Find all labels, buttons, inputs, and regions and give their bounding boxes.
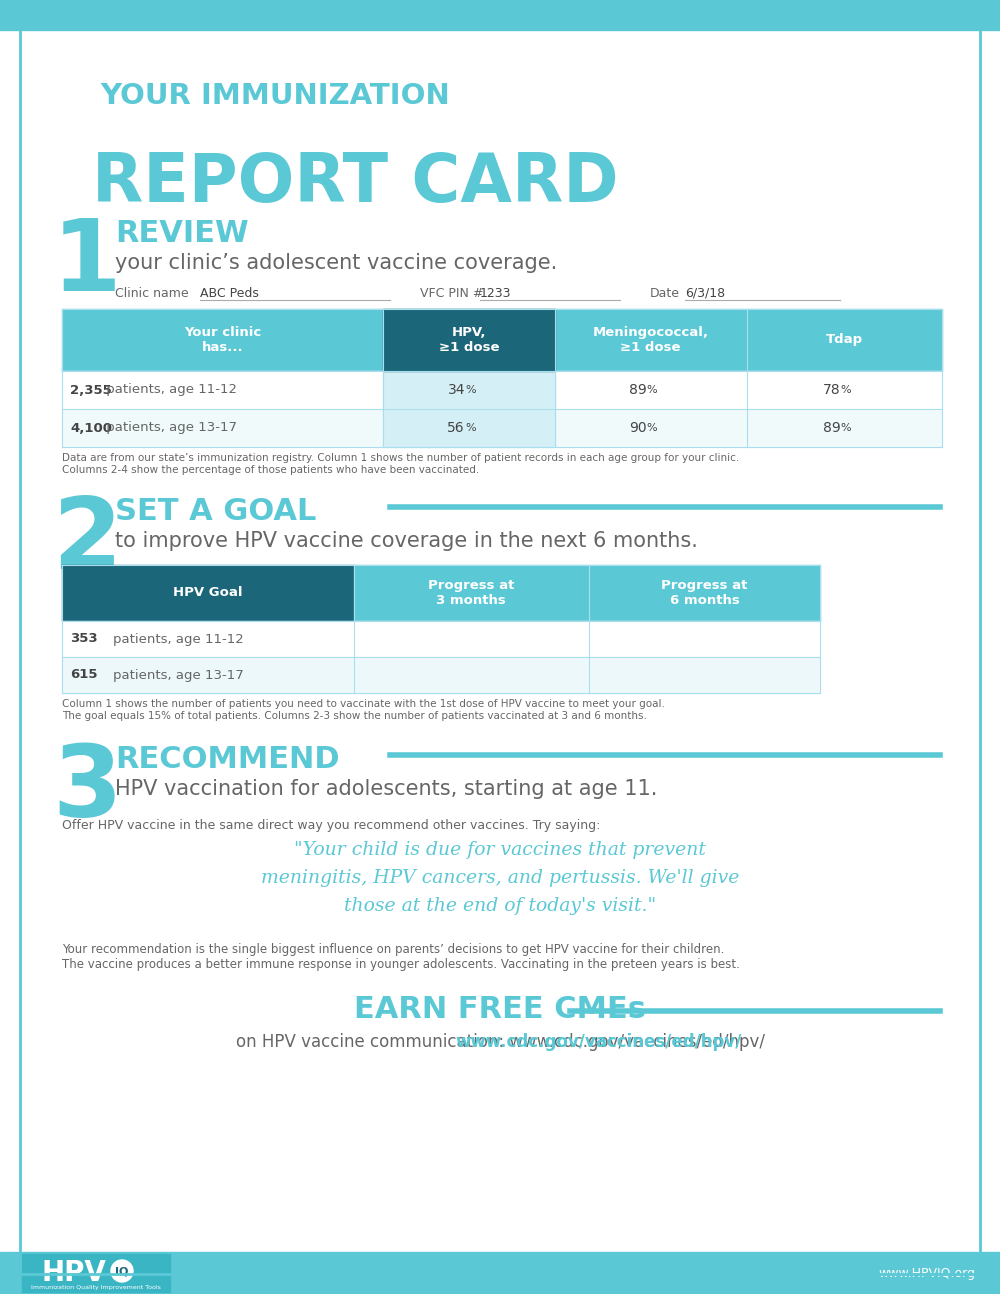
Text: 1: 1 (52, 215, 122, 312)
Bar (383, 409, 555, 446)
Text: 34: 34 (448, 383, 465, 397)
Bar (62, 371, 942, 409)
Text: Clinic name: Clinic name (115, 287, 189, 300)
Text: 89: 89 (823, 421, 840, 435)
Text: IQ: IQ (115, 1266, 129, 1276)
Text: EARN FREE CMEs: EARN FREE CMEs (354, 995, 646, 1024)
Text: Column 1 shows the number of patients you need to vaccinate with the 1st dose of: Column 1 shows the number of patients yo… (62, 699, 665, 721)
Bar (62, 621, 820, 657)
Text: "Your child is due for vaccines that prevent: "Your child is due for vaccines that pre… (294, 841, 706, 859)
Text: patients, age 13-17: patients, age 13-17 (96, 669, 244, 682)
Text: meningitis, HPV cancers, and pertussis. We'll give: meningitis, HPV cancers, and pertussis. … (261, 870, 739, 886)
Text: Meningococcal,
≥1 dose: Meningococcal, ≥1 dose (593, 326, 709, 355)
Text: Date: Date (650, 287, 680, 300)
Text: 90: 90 (629, 421, 647, 435)
Bar (62, 309, 942, 371)
Text: VFC PIN #: VFC PIN # (420, 287, 483, 300)
Text: %: % (465, 386, 476, 395)
Text: REVIEW: REVIEW (115, 219, 249, 248)
Bar (0, 1253, 1000, 1294)
Text: HPV vaccination for adolescents, starting at age 11.: HPV vaccination for adolescents, startin… (115, 779, 657, 798)
Text: ABC Peds: ABC Peds (200, 287, 259, 300)
Text: %: % (840, 423, 851, 433)
Text: Data are from our state’s immunization registry. Column 1 shows the number of pa: Data are from our state’s immunization r… (62, 453, 739, 475)
Text: Your clinic
has...: Your clinic has... (184, 326, 261, 355)
Text: on HPV vaccine communication: www.cdc.gov/vaccines/ed/hpv/: on HPV vaccine communication: www.cdc.go… (236, 1033, 765, 1051)
Bar (62, 657, 820, 694)
Text: 89: 89 (629, 383, 647, 397)
Bar (354, 565, 820, 621)
Text: Tdap: Tdap (826, 334, 863, 347)
Bar (22, 1254, 170, 1291)
Text: patients, age 13-17: patients, age 13-17 (102, 422, 237, 435)
Text: 615: 615 (70, 669, 98, 682)
Text: 4,100: 4,100 (70, 422, 112, 435)
Text: 2,355: 2,355 (70, 383, 112, 396)
Bar (62, 565, 354, 621)
Text: 1233: 1233 (480, 287, 512, 300)
Bar (0, 0, 1000, 30)
Text: 78: 78 (823, 383, 840, 397)
Text: to improve HPV vaccine coverage in the next 6 months.: to improve HPV vaccine coverage in the n… (115, 531, 698, 551)
Text: 353: 353 (70, 633, 98, 646)
Text: 56: 56 (447, 421, 465, 435)
Text: HPV: HPV (42, 1259, 106, 1288)
Text: your clinic’s adolescent vaccine coverage.: your clinic’s adolescent vaccine coverag… (115, 254, 557, 273)
Text: www.HPVIQ.org: www.HPVIQ.org (878, 1267, 975, 1280)
Text: www.cdc.gov/vaccines/ed/hpv/: www.cdc.gov/vaccines/ed/hpv/ (456, 1033, 742, 1051)
Text: 3: 3 (52, 741, 122, 839)
Text: patients, age 11-12: patients, age 11-12 (102, 383, 237, 396)
Circle shape (111, 1260, 133, 1282)
Text: %: % (647, 423, 657, 433)
Text: 2: 2 (52, 493, 122, 590)
Text: SET A GOAL: SET A GOAL (115, 497, 316, 525)
Text: YOUR IMMUNIZATION: YOUR IMMUNIZATION (100, 82, 450, 110)
Text: Immunization Quality Improvement Tools: Immunization Quality Improvement Tools (31, 1285, 161, 1290)
Text: Your recommendation is the single biggest influence on parents’ decisions to get: Your recommendation is the single bigges… (62, 943, 740, 970)
Bar (62, 409, 942, 446)
Text: Offer HPV vaccine in the same direct way you recommend other vaccines. Try sayin: Offer HPV vaccine in the same direct way… (62, 819, 600, 832)
Text: those at the end of today's visit.": those at the end of today's visit." (344, 897, 656, 915)
Text: HPV,
≥1 dose: HPV, ≥1 dose (439, 326, 499, 355)
Text: %: % (647, 386, 657, 395)
Text: %: % (465, 423, 476, 433)
Text: Progress at
3 months: Progress at 3 months (428, 578, 515, 607)
Text: RECOMMEND: RECOMMEND (115, 745, 340, 774)
Text: Progress at
6 months: Progress at 6 months (661, 578, 748, 607)
Text: HPV Goal: HPV Goal (173, 586, 243, 599)
Text: REPORT CARD: REPORT CARD (92, 150, 619, 216)
Text: %: % (840, 386, 851, 395)
Text: 6/3/18: 6/3/18 (685, 287, 725, 300)
Bar (383, 309, 555, 371)
Bar (383, 371, 555, 409)
Text: patients, age 11-12: patients, age 11-12 (96, 633, 244, 646)
